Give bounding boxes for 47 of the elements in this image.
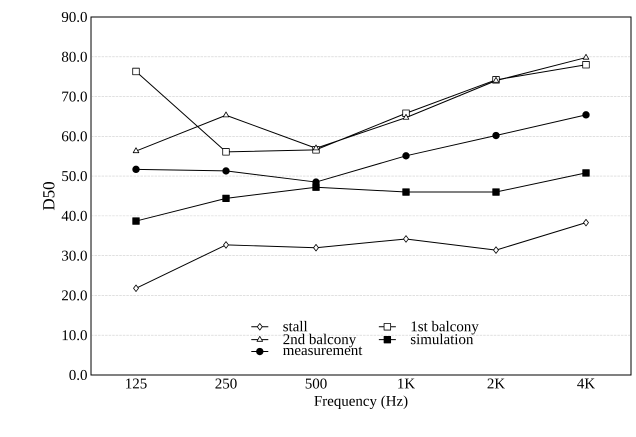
point [313,244,319,252]
point [582,111,590,119]
legend-label: 1st balcony [412,320,479,334]
point [582,54,590,60]
y-tick-label: 90.0 [62,12,87,22]
point [222,112,230,118]
y-tick-label: 50.0 [62,171,87,182]
y-tick-label: 20.0 [62,290,87,301]
point [223,241,229,249]
point [133,284,139,292]
point [132,147,140,154]
point [312,144,320,150]
point [582,61,590,68]
legend-label: simulation [410,334,474,344]
y-tick-label: 10.0 [62,330,87,340]
point [492,188,500,196]
point [222,148,230,156]
point [582,169,590,177]
x-tick-label: 500 [306,378,327,389]
point [492,132,500,140]
legend-label: stall [283,320,308,332]
point [402,152,410,160]
x-tick-label: 4K [577,378,595,388]
y-tick-label: 30.0 [62,250,87,261]
point [402,114,410,120]
point [583,218,589,226]
x-tick-label: 125 [126,378,147,389]
point [132,217,140,225]
point [403,235,409,243]
point [222,194,230,202]
point [132,68,140,76]
point [493,246,499,254]
y-tick-label: 80.0 [62,52,87,62]
y-tick-label: 60.0 [62,131,87,142]
x-axis-title: Frequency (Hz) [314,395,408,410]
legend-label: measurement [283,346,362,356]
y-tick-label: 40.0 [62,210,87,221]
point [402,188,410,196]
legend-label: 2nd balcony [283,334,356,348]
y-tick-label: 70.0 [62,91,87,102]
y-tick-label: 0.0 [69,370,87,380]
point [132,166,140,174]
x-tick-label: 1K [398,378,415,388]
x-tick-label: 2K [488,378,505,388]
point [222,167,230,175]
x-tick-label: 250 [215,378,237,389]
y-axis-title: D50 [43,182,54,210]
